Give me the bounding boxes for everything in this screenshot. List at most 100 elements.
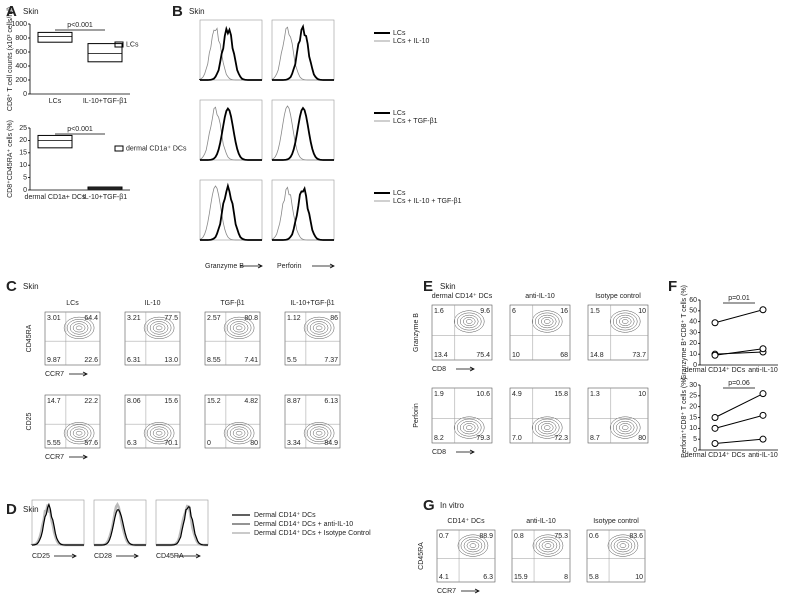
quadrant-value: 10	[638, 391, 646, 398]
quadrant-value: 1.5	[590, 308, 600, 315]
quadrant-value: 72.3	[554, 435, 568, 442]
box	[87, 43, 123, 63]
quadrant-value: 8.7	[590, 435, 600, 442]
y-axis-label: Granzyme B⁺CD8⁺ T cells (%)	[681, 285, 688, 380]
y-tick-label: 800	[15, 35, 27, 42]
quadrant-value: 5.5	[287, 357, 297, 364]
plot-frame	[509, 304, 571, 361]
annotation: p<0.001	[67, 126, 93, 133]
quadrant-value: 88.9	[479, 533, 493, 540]
quadrant-value: 7.0	[512, 435, 522, 442]
histogram	[272, 106, 334, 161]
quadrant-value: 22.6	[84, 357, 98, 364]
quadrant-value: 75.3	[554, 533, 568, 540]
plot-frame	[124, 394, 181, 449]
column-title: anti-IL-10	[525, 293, 555, 300]
contour	[532, 534, 564, 557]
quadrant-value: 5.55	[47, 440, 61, 447]
contour	[149, 321, 169, 335]
plot-frame	[31, 499, 85, 546]
histogram	[271, 186, 334, 241]
x-tick-label: anti-IL-10	[748, 367, 778, 374]
contour	[306, 319, 332, 337]
quadrant-value: 0	[207, 440, 211, 447]
contour	[226, 424, 252, 443]
column-title: Isotype control	[593, 518, 639, 525]
contour	[459, 314, 479, 329]
contour	[543, 319, 551, 324]
contour	[309, 321, 329, 335]
y-tick-label: 15	[689, 414, 697, 421]
quadrant-value: 6.31	[127, 357, 141, 364]
contour	[72, 428, 86, 438]
point	[759, 390, 767, 398]
y-tick-label: 20	[689, 404, 697, 411]
quadrant-value: 15.2	[207, 398, 221, 405]
x-tick-label: anti-IL-10	[748, 452, 778, 459]
plot-frame	[509, 387, 571, 444]
contour	[155, 325, 163, 331]
y-axis-label: Granzyme B	[413, 313, 420, 352]
contour	[535, 536, 561, 555]
panel-label: E	[423, 278, 433, 295]
panel-label: B	[172, 3, 183, 20]
quadrant-value: 15.9	[514, 574, 528, 581]
contour	[312, 323, 326, 333]
point	[759, 306, 767, 314]
arrow-head	[469, 366, 475, 372]
contour	[146, 319, 172, 337]
panel-context: In vitro	[440, 501, 465, 510]
x-axis-label: CCR7	[45, 454, 64, 461]
contour	[612, 418, 638, 437]
histogram	[94, 502, 146, 547]
point	[711, 319, 719, 327]
y-tick-label: 400	[15, 63, 27, 70]
quadrant-value: 73.7	[632, 352, 646, 359]
x-tick-label: IL-10+TGF-β1	[83, 98, 127, 105]
contour	[610, 536, 636, 555]
legend-swatch	[114, 145, 124, 152]
contour	[75, 430, 83, 436]
contour	[621, 425, 629, 430]
column-title: anti-IL-10	[526, 518, 556, 525]
y-axis-label: CD8⁺ T cell counts (x10³ cells/ml)	[7, 7, 14, 111]
series-line	[714, 348, 764, 356]
contour	[453, 416, 485, 439]
quadrant-value: 1.9	[434, 391, 444, 398]
contour	[152, 428, 166, 438]
histogram	[200, 182, 262, 241]
x-tick-label: LCs	[49, 98, 62, 105]
plot-frame	[587, 304, 649, 361]
plot-frame	[155, 499, 209, 546]
contour	[456, 418, 482, 437]
legend-label: LCs + IL-10 + TGF-β1	[393, 198, 462, 205]
legend-label: LCs	[393, 190, 406, 197]
contour	[69, 426, 89, 440]
histogram	[31, 502, 84, 546]
quadrant-value: 1.3	[590, 391, 600, 398]
x-axis-label: Perforin	[277, 263, 302, 270]
contour	[615, 420, 635, 435]
quadrant-value: 80.8	[244, 315, 258, 322]
contour	[462, 317, 476, 326]
annotation: p<0.001	[67, 22, 93, 29]
plot-frame	[271, 99, 335, 161]
quadrant-value: 4.1	[439, 574, 449, 581]
y-tick-label: 1000	[11, 21, 27, 28]
contour	[540, 423, 554, 433]
panel-context: Skin	[440, 282, 456, 291]
y-tick-label: 10	[689, 425, 697, 432]
legend-label: Dermal CD14⁺ DCs	[254, 512, 316, 519]
contour	[223, 422, 255, 445]
quadrant-value: 0.7	[439, 533, 449, 540]
contour	[609, 310, 641, 333]
x-axis-label: Granzyme B	[205, 263, 244, 270]
quadrant-value: 8.87	[287, 398, 301, 405]
quadrant-value: 3.01	[47, 315, 61, 322]
histogram	[272, 185, 334, 241]
legend-label: dermal CD1a⁺ DCs	[126, 145, 187, 152]
panel-label: A	[6, 3, 17, 20]
arrow-head	[469, 449, 475, 455]
plot-frame	[431, 304, 493, 361]
quadrant-value: 6	[512, 308, 516, 315]
